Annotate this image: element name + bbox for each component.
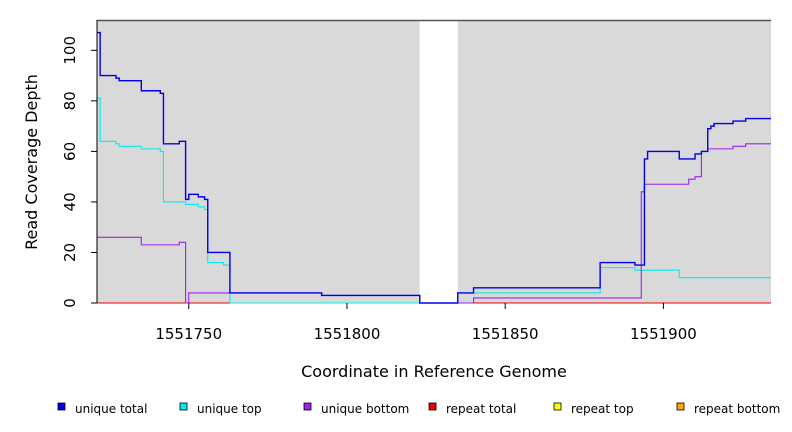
y-axis-title: Read Coverage Depth (22, 74, 41, 250)
plot-background (97, 19, 771, 303)
x-tick-label-1551900: 1551900 (630, 325, 697, 343)
y-tick-label-60: 60 (61, 142, 79, 161)
legend-label-unique-total: unique total (75, 402, 147, 416)
axes: 0 20 40 60 80 100 1551750 1551800 1551850 1551900 (61, 20, 697, 343)
legend-swatch-repeat-bottom (676, 402, 685, 411)
x-tick-label-1551800: 1551800 (314, 325, 381, 343)
y-tick-label-20: 20 (61, 243, 79, 262)
legend-label-unique-bottom: unique bottom (321, 402, 409, 416)
legend-swatch-unique-top (179, 402, 188, 411)
y-tick-label-40: 40 (61, 192, 79, 211)
legend-swatch-repeat-top (553, 402, 562, 411)
x-axis-title: Coordinate in Reference Genome (301, 362, 567, 381)
legend-swatch-repeat-total (428, 402, 437, 411)
legend-swatch-unique-bottom (303, 402, 312, 411)
legend-label-repeat-bottom: repeat bottom (694, 402, 780, 416)
legend: unique total unique top unique bottom repea… (57, 402, 780, 416)
legend-label-repeat-top: repeat top (571, 402, 634, 416)
x-tick-label-1551850: 1551850 (472, 325, 539, 343)
legend-swatch-unique-total (57, 402, 66, 411)
gap-region (419, 20, 458, 303)
plot-panel-right (457, 20, 771, 303)
legend-label-unique-top: unique top (197, 402, 262, 416)
series-layer (97, 31, 771, 304)
plot-panel-left (97, 20, 420, 303)
legend-label-repeat-total: repeat total (446, 402, 516, 416)
x-tick-label-1551750: 1551750 (155, 325, 222, 343)
series-line-unique-top (97, 97, 771, 304)
series-line-unique-total (97, 31, 771, 304)
y-tick-label-100: 100 (61, 36, 79, 65)
y-tick-label-80: 80 (61, 91, 79, 110)
y-tick-label-0: 0 (61, 298, 79, 308)
